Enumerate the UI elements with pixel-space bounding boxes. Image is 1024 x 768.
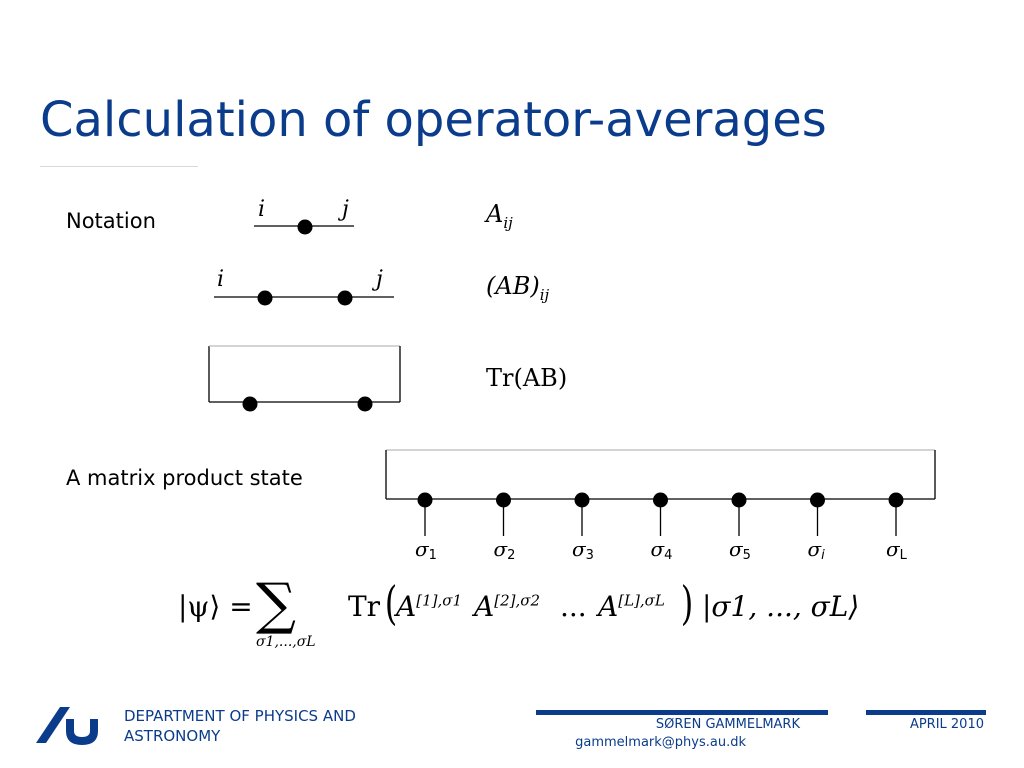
expression-a-ij: Aij [486,200,513,232]
trace-diagram [208,345,401,412]
ket-state: |σ1, ..., σL⟩ [702,590,860,623]
title-divider [40,166,198,167]
site-label-4: σ4 [651,537,673,563]
mps-site-node [810,492,825,508]
matrix-a1: A[1],σ1 [396,590,463,623]
index-j-label: j [337,197,349,222]
mps-formula: |ψ⟩ = ∑ σ1,...,σL Tr ( A[1],σ1 A[2],σ2 .… [178,572,878,662]
site-label-1: σ1 [415,537,437,563]
formula-dots: ... [560,590,587,623]
site-label-i: σi [808,537,826,563]
aarhus-university-logo-icon [36,707,98,745]
tensor-node [242,396,258,412]
right-paren: ) [680,576,694,630]
author-name: SØREN GAMMELMARK [655,717,800,732]
notation-label: Notation [66,209,156,233]
author-email: gammelmark@phys.au.dk [575,735,746,750]
left-paren: ( [384,576,398,630]
expression-trace: Tr(AB) [486,364,568,392]
product-matrix-diagram: i j [214,267,394,306]
sum-subscript: σ1,...,σL [256,634,316,650]
slide-title: Calculation of operator-averages [40,92,827,148]
expression-ab-ij: (AB)ij [486,272,550,304]
footer-bar-author [536,710,828,715]
site-label-L: σL [886,537,908,563]
matrix-a2: A[2],σ2 [474,590,541,623]
site-label-3: σ3 [572,537,594,563]
single-matrix-diagram: i j [254,197,354,235]
index-i-label: i [217,267,224,292]
tensor-node [337,290,353,306]
department-name: DEPARTMENT OF PHYSICS AND ASTRONOMY [124,707,356,745]
trace-operator: Tr [348,590,381,623]
sum-symbol: ∑ [256,572,296,637]
mps-site-node [653,492,668,508]
mps-site-node [731,492,747,508]
tensor-node [257,290,273,306]
tensor-node [357,396,373,412]
site-label-5: σ5 [729,537,751,563]
formula-lhs: |ψ⟩ = [178,590,253,623]
mps-site-node [574,492,590,508]
tensor-node [297,219,313,235]
mps-site-node [496,492,511,508]
footer-bar-date [866,710,986,715]
mps-site-node [417,492,433,508]
presentation-date: APRIL 2010 [909,717,984,732]
index-i-label: i [258,197,265,222]
site-label-2: σ2 [494,537,516,563]
mps-site-node [888,492,904,508]
matrix-al: A[L],σL [598,590,665,623]
mps-label: A matrix product state [66,466,303,490]
index-j-label: j [371,267,383,292]
mps-diagram: σ1 σ2 σ3 σ4 σ5 σi σL [385,449,936,563]
